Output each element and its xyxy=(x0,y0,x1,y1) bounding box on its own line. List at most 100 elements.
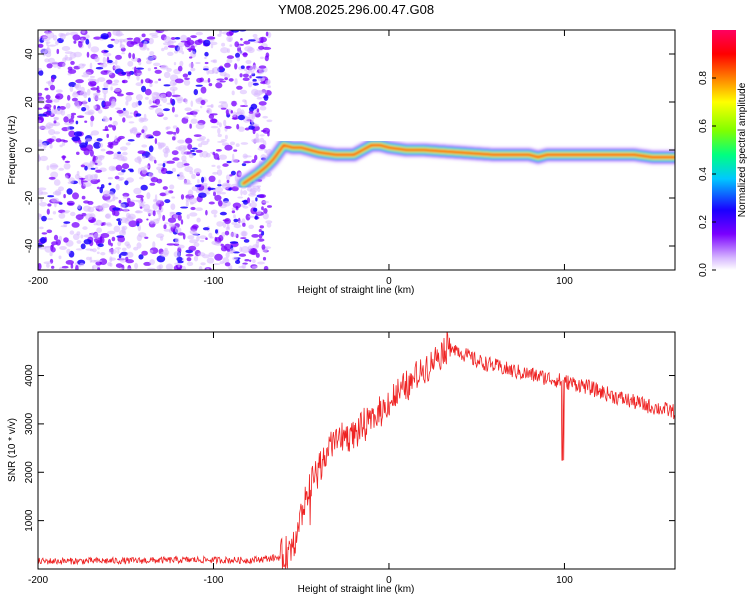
noise-speck xyxy=(184,107,192,112)
noise-speck xyxy=(175,96,184,101)
noise-speck xyxy=(245,213,251,221)
spectrogram-xtick-label: 0 xyxy=(386,276,392,287)
noise-speck xyxy=(112,125,117,131)
noise-speck xyxy=(256,210,262,215)
noise-speck xyxy=(48,128,56,136)
noise-speck xyxy=(239,105,249,107)
noise-speck xyxy=(55,40,59,46)
noise-speck xyxy=(93,141,101,149)
noise-speck xyxy=(200,86,207,94)
noise-speck xyxy=(255,241,260,248)
noise-speck xyxy=(41,215,47,222)
noise-speck xyxy=(141,85,146,93)
noise-speck xyxy=(195,31,203,36)
noise-speck xyxy=(158,203,162,211)
noise-speck xyxy=(150,105,159,108)
noise-speck xyxy=(210,125,219,129)
noise-speck xyxy=(183,79,191,86)
noise-speck xyxy=(206,138,210,143)
snr-xtick-label: 0 xyxy=(386,575,392,586)
noise-speck xyxy=(202,227,210,231)
noise-speck xyxy=(121,169,126,173)
noise-speck xyxy=(46,217,54,221)
noise-speck xyxy=(150,177,159,183)
noise-speck xyxy=(73,131,83,137)
noise-speck xyxy=(252,37,260,44)
noise-speck xyxy=(258,194,266,199)
noise-speck xyxy=(172,88,175,96)
noise-speck xyxy=(138,254,144,260)
noise-speck xyxy=(135,94,143,101)
noise-speck xyxy=(43,261,52,265)
noise-speck xyxy=(60,109,66,116)
noise-speck xyxy=(128,220,137,228)
noise-speck xyxy=(163,46,169,50)
noise-speck xyxy=(126,40,135,48)
noise-speck xyxy=(95,169,102,173)
noise-speck xyxy=(182,73,189,78)
noise-speck xyxy=(58,213,66,219)
noise-speck xyxy=(196,138,205,142)
noise-speck xyxy=(163,224,167,230)
noise-speck xyxy=(154,159,157,164)
noise-speck xyxy=(177,260,184,264)
noise-speck xyxy=(205,209,208,216)
noise-speck xyxy=(245,59,252,65)
noise-speck xyxy=(48,176,56,180)
noise-speck xyxy=(138,61,142,66)
noise-speck xyxy=(188,245,197,251)
noise-speck xyxy=(235,260,241,264)
noise-speck xyxy=(104,222,108,226)
noise-speck xyxy=(89,78,97,82)
noise-speck xyxy=(171,196,176,199)
noise-speck xyxy=(63,116,69,123)
noise-speck xyxy=(195,84,203,87)
noise-speck xyxy=(163,151,169,158)
noise-speck xyxy=(38,107,43,110)
noise-speck xyxy=(138,232,147,238)
noise-speck xyxy=(66,200,75,206)
noise-speck xyxy=(153,92,160,96)
noise-speck xyxy=(99,142,104,148)
noise-speck xyxy=(175,127,180,134)
noise-speck xyxy=(127,139,135,142)
noise-speck xyxy=(186,257,192,262)
noise-speck xyxy=(208,175,216,182)
noise-speck xyxy=(189,170,194,175)
noise-speck xyxy=(236,123,240,130)
noise-speck xyxy=(156,255,166,263)
noise-speck xyxy=(49,143,53,149)
noise-speck xyxy=(259,225,264,229)
noise-speck xyxy=(160,95,164,101)
noise-speck xyxy=(258,67,265,75)
noise-speck xyxy=(255,133,259,139)
noise-speck xyxy=(85,105,90,111)
noise-speck xyxy=(163,71,171,79)
noise-speck xyxy=(262,256,267,261)
noise-speck xyxy=(175,212,182,215)
noise-speck xyxy=(38,98,46,105)
colorbar-gradient xyxy=(712,30,736,270)
noise-speck xyxy=(184,98,188,105)
spectrogram-ytick-label: -40 xyxy=(24,238,35,253)
noise-speck xyxy=(83,200,90,204)
noise-speck xyxy=(230,250,235,253)
noise-speck xyxy=(218,154,227,160)
noise-speck xyxy=(228,78,234,82)
noise-speck xyxy=(249,189,256,195)
noise-speck xyxy=(79,91,88,97)
noise-speck xyxy=(261,230,265,236)
noise-speck xyxy=(53,116,60,121)
noise-speck xyxy=(47,203,52,207)
noise-speck xyxy=(204,61,209,65)
noise-speck xyxy=(45,41,51,44)
noise-speck xyxy=(75,120,79,125)
noise-speck xyxy=(208,114,215,119)
noise-speck xyxy=(220,191,226,195)
noise-speck xyxy=(229,241,239,244)
noise-speck xyxy=(122,151,128,156)
noise-speck xyxy=(149,182,156,186)
noise-speck xyxy=(231,158,239,163)
noise-speck xyxy=(231,207,237,211)
noise-speck xyxy=(48,123,57,127)
